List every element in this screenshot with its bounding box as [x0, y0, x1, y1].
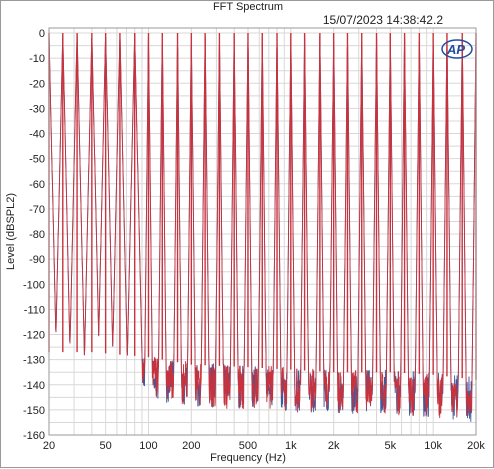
ap-logo-text: AP [446, 42, 465, 57]
y-tick-label: -150 [23, 405, 45, 417]
y-tick-label: -100 [23, 279, 45, 291]
x-tick-label: 200 [182, 440, 200, 452]
y-tick-label: -40 [29, 129, 45, 141]
x-tick-label: 5k [384, 440, 396, 452]
y-tick-label: -30 [29, 103, 45, 115]
ap-logo-icon: AP [441, 39, 473, 59]
x-tick-label: 20k [467, 440, 485, 452]
plot-series [48, 32, 477, 422]
x-tick-label: 10k [424, 440, 442, 452]
x-tick-label: 50 [100, 440, 112, 452]
x-tick-label: 1k [285, 440, 297, 452]
y-tick-label: -50 [29, 154, 45, 166]
y-tick-label: -70 [29, 204, 45, 216]
x-tick-label: 500 [239, 440, 257, 452]
plot-border [48, 27, 477, 436]
timestamp-label: 15/07/2023 14:38:42.2 [322, 13, 443, 27]
y-tick-labels: 0 -10 -20 -30 -40 -50 -60 -70 -80 -90 -100 -110 -120… [23, 28, 45, 442]
y-tick-label: -160 [23, 430, 45, 442]
y-tick-label: -130 [23, 355, 45, 367]
y-tick-label: -90 [29, 254, 45, 266]
y-tick-label: 0 [39, 28, 45, 40]
chart-title: FFT Spectrum [212, 1, 284, 13]
y-tick-label: -20 [29, 78, 45, 90]
y-tick-label: -140 [23, 380, 45, 392]
y-tick-label: -120 [23, 330, 45, 342]
y-tick-label: -60 [29, 179, 45, 191]
x-tick-label: 20 [43, 440, 55, 452]
y-tick-label: -110 [24, 304, 45, 316]
y-tick-label: -80 [29, 229, 45, 241]
x-axis-title: Frequency (Hz) [210, 452, 286, 464]
y-tick-label: -10 [29, 53, 45, 65]
x-tick-label: 100 [139, 440, 157, 452]
x-tick-label: 2k [328, 440, 340, 452]
x-tick-labels: 20 50 100 200 500 1k 2k 5k 10k 20k [43, 440, 485, 452]
